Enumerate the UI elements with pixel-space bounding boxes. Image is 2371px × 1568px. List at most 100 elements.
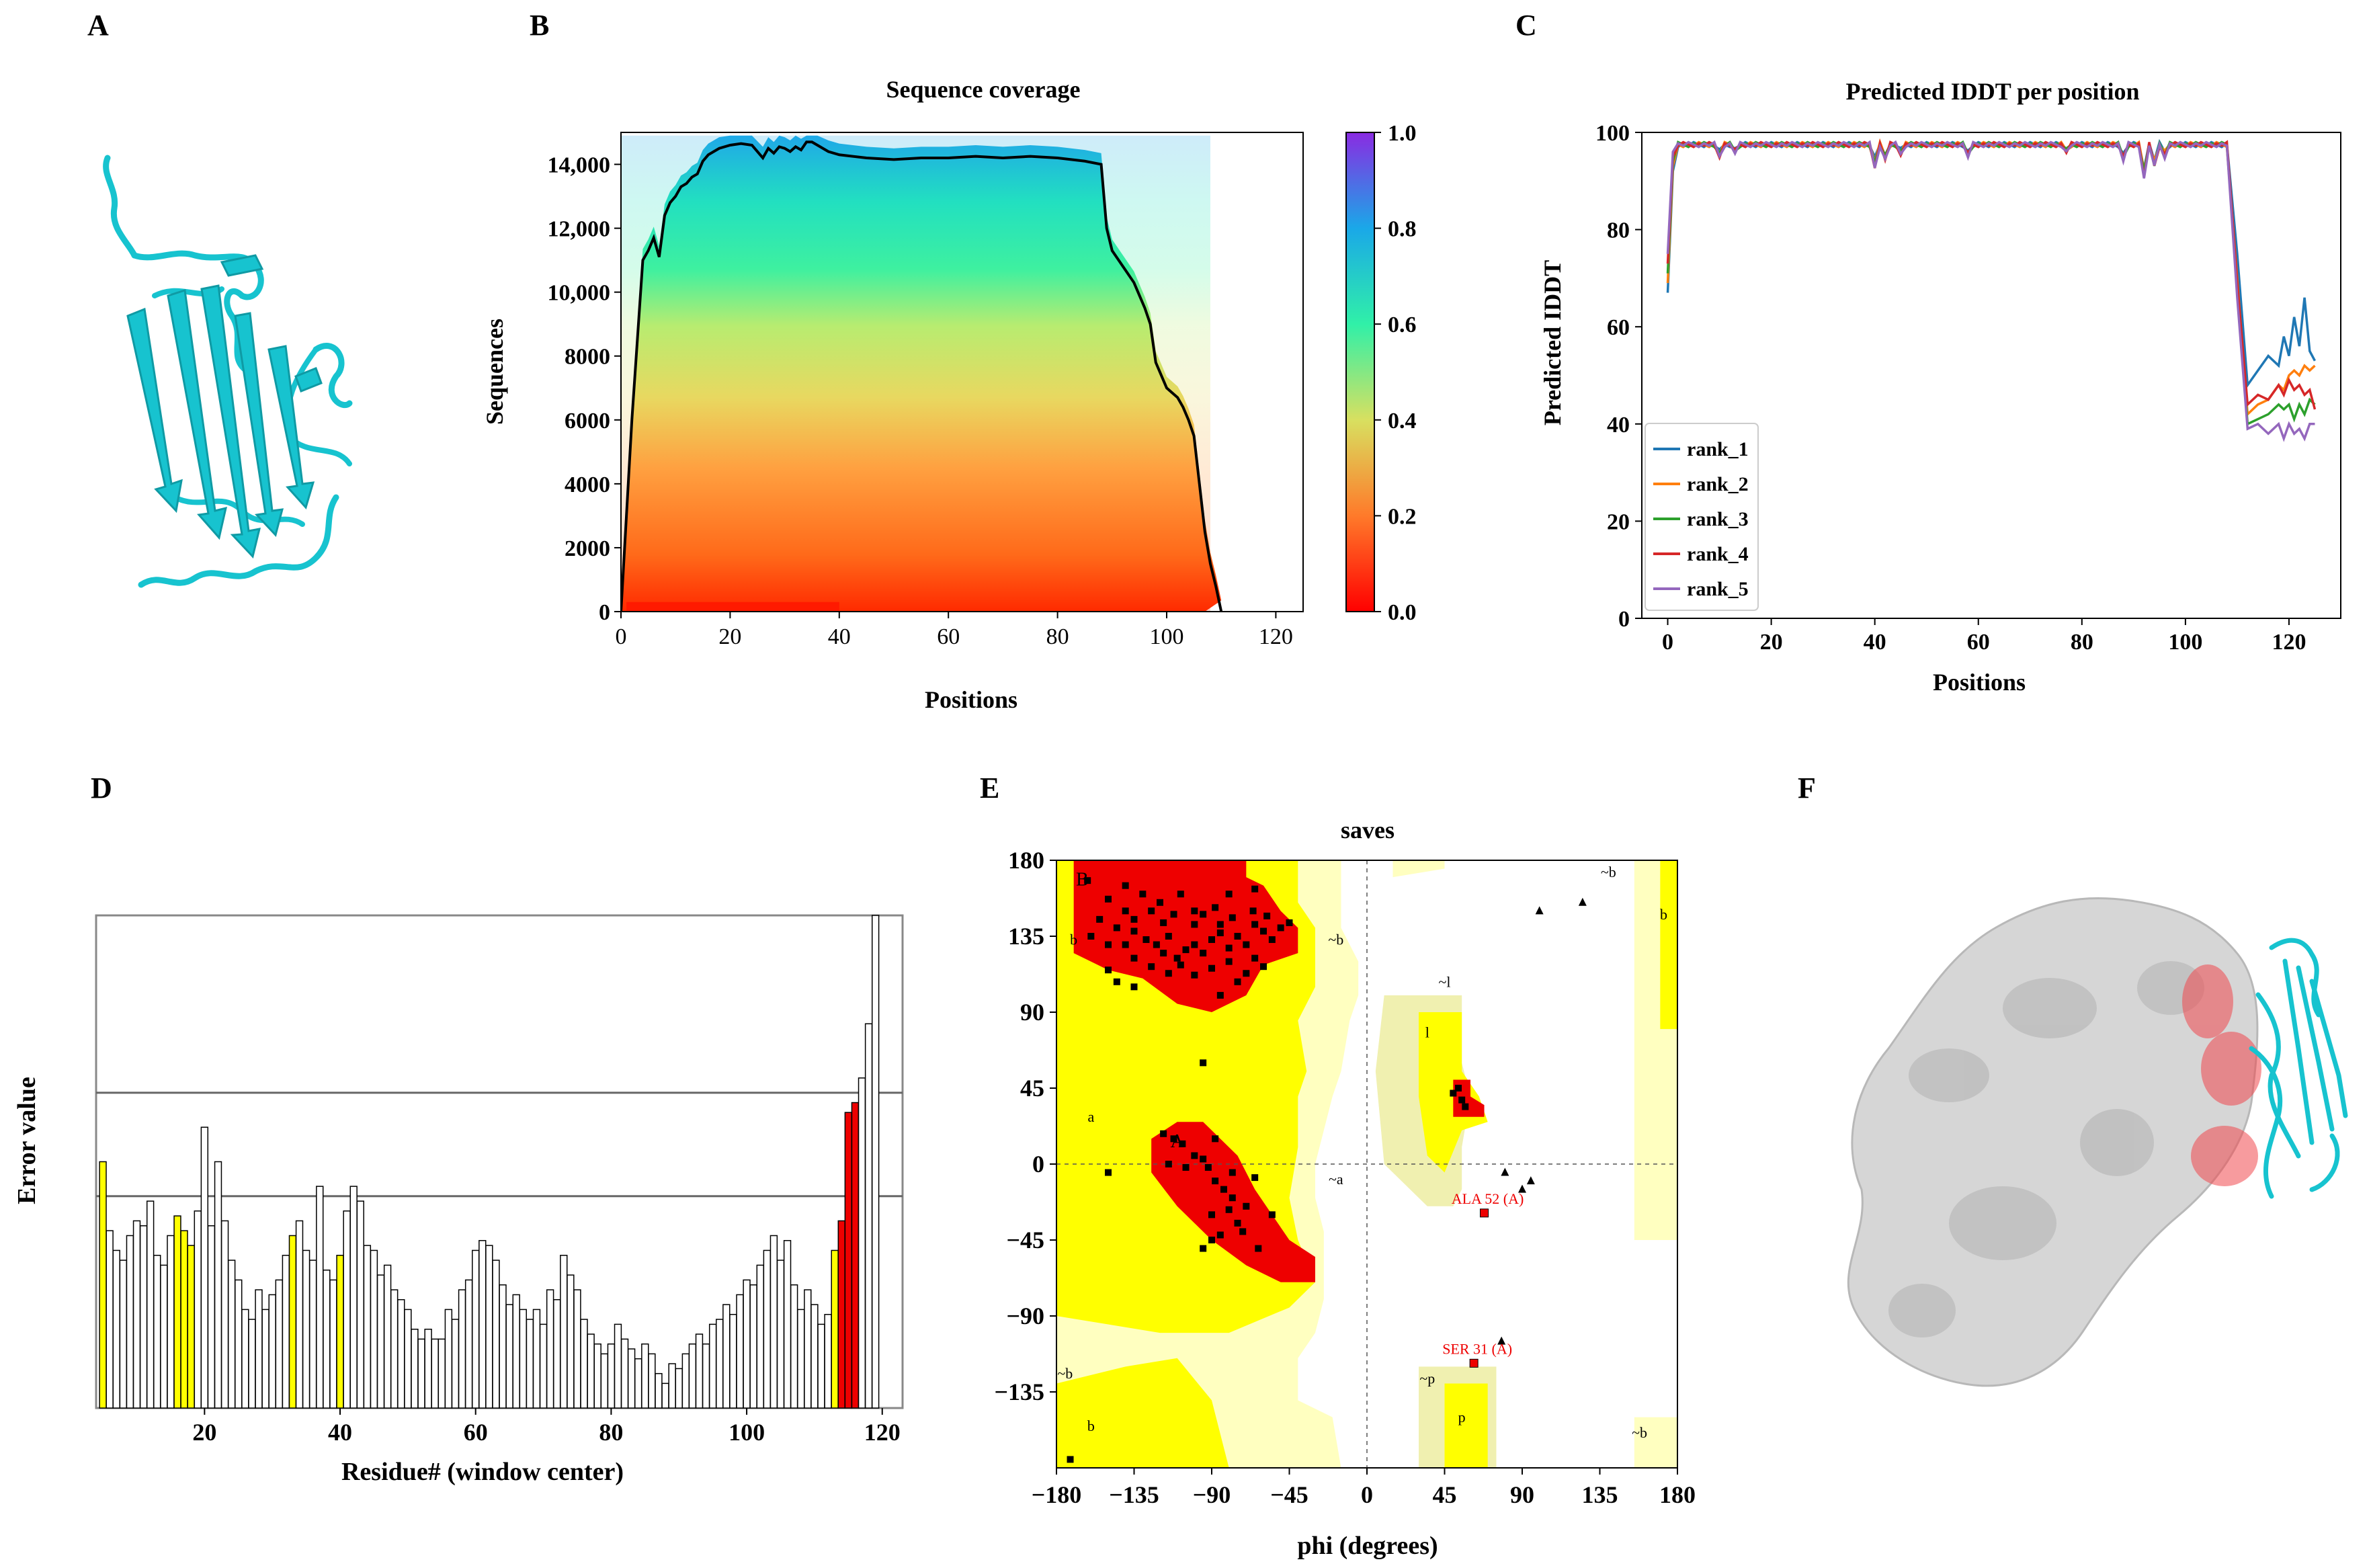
d-bar bbox=[255, 1289, 263, 1409]
e-residue-point bbox=[1243, 970, 1250, 977]
c-legend: rank_1 rank_2 rank_3 rank_4 rank_5 bbox=[1645, 423, 1759, 611]
d-xtick-label: 20 bbox=[192, 1419, 216, 1446]
c-xtick-label: 20 bbox=[1760, 630, 1783, 655]
e-outlier-point bbox=[1480, 1208, 1489, 1218]
d-bar bbox=[160, 1264, 168, 1409]
d-bar bbox=[837, 1220, 845, 1409]
e-residue-point bbox=[1277, 924, 1284, 932]
d-bar bbox=[553, 1298, 561, 1409]
d-bar bbox=[539, 1323, 548, 1409]
b-xlabel: Positions bbox=[925, 686, 1017, 713]
e-residue-point bbox=[1177, 891, 1184, 898]
d-bar bbox=[593, 1343, 601, 1409]
panel-label-c: C bbox=[1515, 9, 1537, 42]
e-glycine-point bbox=[1526, 1176, 1535, 1185]
d-bar bbox=[139, 1225, 148, 1409]
e-region-label: B bbox=[1076, 870, 1089, 891]
b-xtick-label: 60 bbox=[937, 624, 960, 649]
e-residue-point bbox=[1179, 1140, 1186, 1147]
e-residue-point bbox=[1160, 919, 1167, 926]
d-xtick-label: 120 bbox=[864, 1419, 901, 1446]
d-bar bbox=[587, 1333, 595, 1409]
c-xtick-label: 80 bbox=[2071, 630, 2093, 655]
e-outlier-annotation: ALA 52 (A) bbox=[1452, 1190, 1524, 1207]
e-glycine-point bbox=[1535, 906, 1544, 915]
d-bar bbox=[695, 1333, 704, 1409]
e-residue-point bbox=[1225, 1206, 1233, 1213]
e-glycine-point bbox=[1501, 1167, 1509, 1176]
d-bar bbox=[722, 1304, 731, 1409]
d-bar bbox=[187, 1245, 195, 1409]
e-residue-point bbox=[1191, 921, 1198, 928]
b-base-band bbox=[626, 602, 839, 612]
e-residue-point bbox=[1165, 1161, 1172, 1167]
d-bar bbox=[499, 1284, 507, 1409]
d-bar bbox=[607, 1343, 616, 1409]
d-bar bbox=[505, 1304, 513, 1409]
panel-label-d: D bbox=[91, 772, 112, 804]
d-bar bbox=[797, 1309, 805, 1409]
d-bar bbox=[681, 1353, 690, 1409]
c-series-rank_3 bbox=[1666, 139, 2316, 426]
e-residue-point bbox=[1229, 1169, 1236, 1176]
d-bar bbox=[227, 1260, 236, 1409]
e-xtick-label: 90 bbox=[1510, 1481, 1534, 1508]
d-bar bbox=[769, 1235, 778, 1409]
e-residue-point bbox=[1130, 954, 1138, 962]
d-bar bbox=[458, 1289, 466, 1409]
d-bar bbox=[634, 1358, 642, 1409]
d-bar bbox=[167, 1235, 175, 1409]
e-residue-point bbox=[1212, 1135, 1219, 1143]
e-residue-point bbox=[1243, 941, 1250, 948]
e-residue-point bbox=[1105, 941, 1112, 948]
d-bar bbox=[661, 1383, 669, 1409]
e-residue-point bbox=[1286, 919, 1293, 926]
e-residue-point bbox=[1160, 950, 1167, 957]
e-residue-point bbox=[1225, 891, 1233, 898]
d-bar bbox=[404, 1309, 412, 1409]
d-bar bbox=[479, 1240, 487, 1409]
b-colorbar-label: 0.2 bbox=[1388, 504, 1417, 529]
e-residue-point bbox=[1084, 877, 1091, 884]
e-residue-point bbox=[1113, 978, 1120, 985]
e-ytick-label: 180 bbox=[1008, 847, 1044, 874]
d-bar bbox=[485, 1245, 493, 1409]
panel-label-f: F bbox=[1798, 772, 1816, 804]
e-residue-point bbox=[1208, 964, 1215, 972]
d-bar bbox=[858, 1077, 866, 1409]
e-residue-point bbox=[1087, 933, 1095, 940]
d-bar bbox=[268, 1294, 276, 1409]
e-region-allowed-bottom bbox=[1056, 1358, 1229, 1468]
b-ytick-label: 8000 bbox=[565, 345, 610, 370]
b-colorbar-label: 0.6 bbox=[1388, 313, 1417, 337]
e-residue-point bbox=[1122, 941, 1129, 948]
e-region-label: ~l bbox=[1438, 973, 1450, 990]
d-bar bbox=[248, 1319, 256, 1409]
d-bar bbox=[864, 1023, 873, 1409]
e-axes: −180 −135 −90 −45 0 45 90 135 180 −135 −90 −45 0 45 90… bbox=[994, 847, 1696, 1508]
d-bar bbox=[275, 1279, 283, 1409]
b-ytick-label: 12,000 bbox=[548, 217, 611, 242]
d-bar bbox=[526, 1319, 534, 1409]
c-series-rank_5 bbox=[1666, 140, 2315, 442]
d-bar bbox=[783, 1240, 792, 1409]
c-ytick-label: 60 bbox=[1607, 315, 1630, 340]
d-ylabel: Error value bbox=[13, 1077, 41, 1204]
d-bar bbox=[370, 1249, 378, 1409]
d-bar bbox=[295, 1220, 304, 1409]
e-residue-point bbox=[1216, 991, 1224, 999]
protein-complex-illustration bbox=[1847, 897, 2348, 1387]
d-bar bbox=[736, 1294, 744, 1409]
e-residue-point bbox=[1182, 946, 1190, 954]
ligand-ribbon bbox=[2249, 938, 2348, 1199]
d-bar bbox=[112, 1249, 120, 1409]
c-legend-label: rank_1 bbox=[1687, 438, 1749, 460]
e-residue-point bbox=[1105, 966, 1112, 974]
d-bar bbox=[119, 1260, 128, 1409]
d-bar bbox=[472, 1249, 480, 1409]
d-bar bbox=[397, 1298, 405, 1409]
d-bar bbox=[743, 1279, 751, 1409]
c-legend-box bbox=[1645, 423, 1759, 611]
c-xtick-label: 40 bbox=[1864, 630, 1886, 655]
